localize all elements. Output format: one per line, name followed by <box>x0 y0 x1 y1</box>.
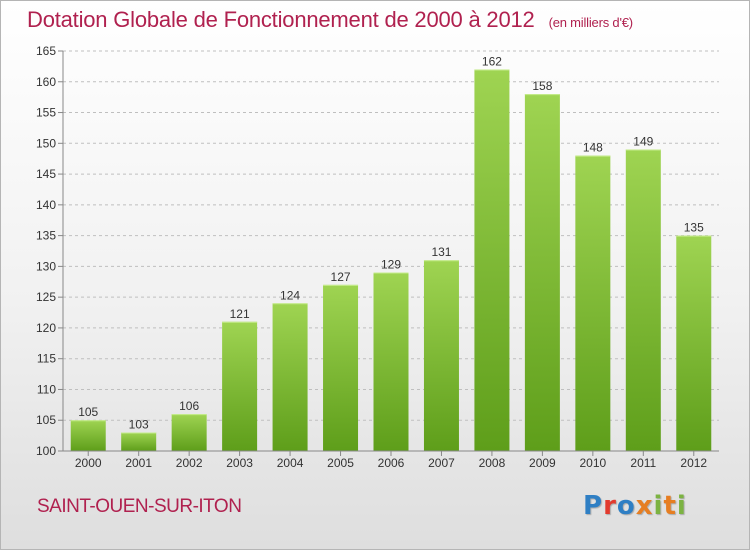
x-tick-label: 2002 <box>176 456 203 470</box>
bar <box>625 149 661 451</box>
y-tick-label: 110 <box>37 382 56 396</box>
data-label: 129 <box>381 258 401 272</box>
proxiti-logo[interactable]: Proxiti <box>583 491 687 521</box>
logo-letter: t <box>663 491 677 521</box>
y-tick-label: 145 <box>36 167 56 181</box>
chart-unit: (en milliers d'€) <box>548 15 634 30</box>
data-label: 106 <box>179 399 199 413</box>
y-tick-label: 160 <box>36 75 56 89</box>
data-label: 158 <box>532 79 552 93</box>
x-tick-label: 2004 <box>277 456 304 470</box>
bar <box>373 272 409 451</box>
x-tick-label: 2008 <box>479 456 506 470</box>
bar <box>474 69 510 451</box>
y-tick-label: 125 <box>36 290 56 304</box>
data-label: 105 <box>78 405 98 419</box>
x-tick-label: 2011 <box>630 456 656 470</box>
data-label: 135 <box>684 221 704 235</box>
bar <box>323 284 359 451</box>
data-label: 162 <box>482 54 502 68</box>
y-tick-label: 120 <box>36 321 56 335</box>
logo-letter: i <box>653 491 664 521</box>
chart-title-text: Dotation Globale de Fonctionnement de 20… <box>27 7 535 32</box>
x-tick-label: 2001 <box>125 456 152 470</box>
commune-name: SAINT-OUEN-SUR-ITON <box>37 496 242 517</box>
y-tick-label: 165 <box>36 44 56 58</box>
x-tick-label: 2000 <box>75 456 102 470</box>
data-label: 103 <box>129 418 149 432</box>
data-label: 121 <box>230 307 250 321</box>
bar <box>171 414 207 451</box>
bar <box>524 94 560 452</box>
bar <box>121 432 157 451</box>
logo-letter: i <box>676 491 687 521</box>
logo-letter: r <box>603 491 617 521</box>
x-tick-label: 2005 <box>327 456 354 470</box>
data-label: 127 <box>331 270 351 284</box>
bar <box>70 420 106 451</box>
bar <box>676 235 712 451</box>
logo-letter: x <box>635 491 654 521</box>
y-tick-label: 115 <box>37 352 56 366</box>
x-tick-label: 2006 <box>378 456 405 470</box>
logo-letter: P <box>583 491 604 521</box>
chart-title: Dotation Globale de Fonctionnement de 20… <box>27 7 633 33</box>
data-label: 148 <box>583 141 603 155</box>
x-tick-label: 2010 <box>579 456 606 470</box>
data-label: 124 <box>280 288 300 302</box>
bar <box>222 321 258 451</box>
bar-layer: 105 103 106 121 124 127 129 131 162 158 148 149 135 <box>70 54 712 452</box>
x-tick-label: 2003 <box>226 456 253 470</box>
y-tick-label: 105 <box>36 413 56 427</box>
y-tick-label: 135 <box>36 229 56 243</box>
y-tick-label: 155 <box>36 106 56 120</box>
data-label: 131 <box>431 245 451 259</box>
y-tick-label: 150 <box>36 136 56 150</box>
bar <box>423 260 459 451</box>
bar <box>575 155 611 451</box>
y-tick-label: 130 <box>36 259 56 273</box>
y-tick-label: 100 <box>36 444 56 458</box>
x-tick-label: 2009 <box>529 456 556 470</box>
axis-layer: 100 105 110 115 120 125 130 135 140 145 150 155 160 1… <box>36 44 719 470</box>
x-tick-label: 2012 <box>680 456 707 470</box>
logo-letter: o <box>616 491 636 521</box>
y-tick-label: 140 <box>36 198 56 212</box>
data-label: 149 <box>633 134 653 148</box>
x-tick-label: 2007 <box>428 456 455 470</box>
bar <box>272 303 308 451</box>
